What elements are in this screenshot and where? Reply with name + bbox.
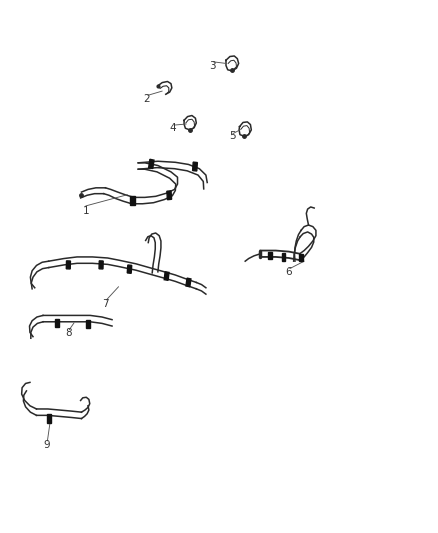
Text: 7: 7 xyxy=(102,298,109,309)
Bar xyxy=(164,272,169,280)
Bar xyxy=(86,320,90,328)
Text: 4: 4 xyxy=(170,123,177,133)
Bar xyxy=(148,159,154,168)
Bar xyxy=(56,319,60,327)
Bar xyxy=(282,253,286,261)
Bar xyxy=(193,162,198,171)
Bar xyxy=(167,191,172,200)
Bar xyxy=(127,265,132,273)
Text: 5: 5 xyxy=(229,131,235,141)
Text: 6: 6 xyxy=(286,267,292,277)
Bar xyxy=(186,278,191,287)
Text: 8: 8 xyxy=(65,328,72,338)
Bar xyxy=(99,261,103,269)
Bar xyxy=(299,254,303,261)
Bar xyxy=(268,252,272,259)
Text: 2: 2 xyxy=(144,94,150,104)
Bar xyxy=(131,196,134,205)
Bar xyxy=(66,261,71,269)
Text: 9: 9 xyxy=(43,440,50,450)
Bar xyxy=(46,414,51,423)
Text: 1: 1 xyxy=(82,206,89,216)
Text: 3: 3 xyxy=(209,61,216,70)
